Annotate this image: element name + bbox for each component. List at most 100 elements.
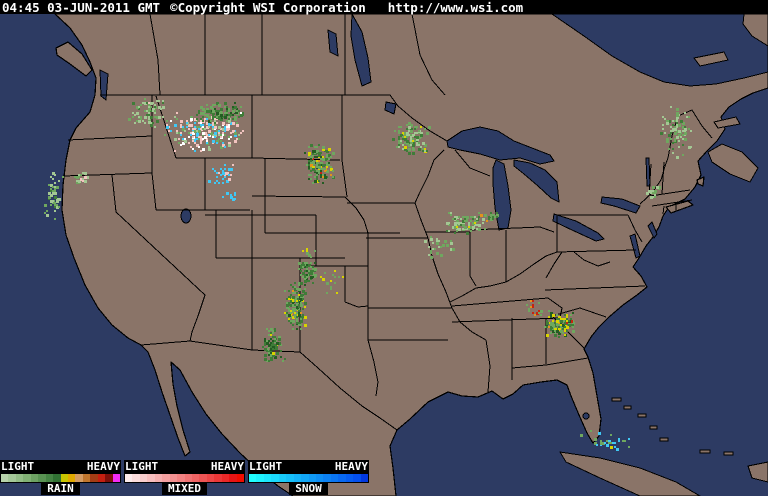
great-salt-lake — [180, 208, 192, 224]
radar-echo-florida-straits-specks — [580, 430, 630, 451]
legend-heavy-label: HEAVY — [86, 460, 120, 473]
status-bar: 04:45 03-JUN-2011 GMT ©Copyright WSI Cor… — [0, 0, 768, 15]
lake-erie — [552, 213, 605, 242]
radar-echo-lake-michigan-south-cell — [488, 212, 499, 221]
radar-echo-layer — [44, 98, 692, 451]
legend-color-cell — [162, 474, 170, 482]
radar-echo-south-montana-snow — [208, 164, 234, 184]
legend-color-cell — [15, 474, 24, 482]
legend-color-cell — [112, 474, 120, 482]
chesapeake-bay — [629, 233, 641, 259]
legend-color-cell — [360, 474, 368, 482]
legend-color-cell — [125, 474, 133, 482]
cuba — [559, 451, 701, 496]
lakes-and-bays — [99, 13, 768, 420]
radar-echo-wyoming-snow-specks — [222, 192, 236, 201]
newfoundland-corner — [742, 13, 768, 47]
radar-echo-pacific-offshore-california — [44, 172, 64, 220]
legend-scale-snow: LIGHT HEAVY SNOW — [248, 460, 369, 495]
legend-color-cell — [338, 474, 346, 482]
legend-color-cell — [263, 474, 272, 482]
lake-manitoba — [327, 29, 339, 57]
bahama-island — [637, 413, 647, 418]
bahama-island — [623, 405, 632, 410]
political-borders — [62, 13, 713, 431]
lake-huron — [513, 159, 560, 203]
legend-light-label: LIGHT — [125, 460, 159, 473]
islands — [559, 13, 768, 496]
legend-color-cell — [236, 474, 244, 482]
radar-echo-washington-cascades — [128, 98, 168, 128]
legend-color-cell — [1, 474, 9, 482]
radar-echo-kansas-oklahoma-specks — [314, 268, 344, 294]
legend-color-cell — [60, 474, 68, 482]
radar-echo-colorado-specks — [302, 248, 316, 258]
canada-province-borders — [149, 13, 446, 96]
legend-color-cell — [214, 474, 222, 482]
lake-winnipeg — [350, 13, 372, 87]
nova-scotia — [707, 143, 759, 183]
delaware-bay — [647, 221, 658, 239]
legend-color-cell — [8, 474, 16, 482]
bahama-island — [659, 437, 669, 442]
legend-color-cell — [191, 474, 200, 482]
radar-echo-georgia-carolina-storm — [544, 310, 575, 338]
legend-color-cell — [169, 474, 178, 482]
website-url-label: http://www.wsi.com — [387, 0, 524, 15]
timestamp-label: 04:45 03-JUN-2011 GMT — [2, 0, 161, 15]
legend-color-cell — [75, 474, 83, 482]
us-mexico-border — [140, 340, 398, 431]
puget-sound — [99, 69, 109, 101]
legend-color-cell — [249, 474, 257, 482]
legend-color-cell — [315, 474, 324, 482]
caribbean-island — [723, 451, 734, 456]
legend-color-cell — [82, 474, 91, 482]
legend-color-cell — [353, 474, 361, 482]
legend-color-cell — [256, 474, 264, 482]
caribbean-island — [699, 449, 711, 454]
legend-color-cell — [229, 474, 237, 482]
legend-color-cell — [139, 474, 148, 482]
state-borders-central — [251, 95, 555, 397]
anticosti-island — [693, 51, 729, 67]
legend-color-bar-rain — [0, 473, 121, 483]
legend-color-cell — [53, 474, 61, 482]
legend-scale-name: MIXED — [161, 483, 208, 495]
radar-echo-illinois-indiana-rain — [446, 212, 488, 235]
radar-echo-carolina-inland-specks — [526, 300, 543, 316]
legend-light-label: LIGHT — [249, 460, 283, 473]
radar-echo-minnesota-rain — [392, 122, 431, 155]
legend-heavy-label: HEAVY — [334, 460, 368, 473]
legend-scale-mixed: LIGHT HEAVY MIXED — [124, 460, 245, 495]
legend-color-cell — [345, 474, 354, 482]
legend-color-bar-mixed — [124, 473, 245, 483]
legend-color-cell — [90, 474, 98, 482]
lake-okeechobee — [582, 412, 590, 420]
legend-scale-name: SNOW — [289, 483, 328, 495]
radar-echo-texas-line-core — [284, 282, 307, 330]
legend-color-cell — [67, 474, 76, 482]
bahama-island — [649, 425, 658, 430]
legend-color-cell — [323, 474, 331, 482]
legend-color-cell — [97, 474, 106, 482]
legend-color-cell — [286, 474, 294, 482]
radar-echo-texas-line-south — [262, 328, 286, 362]
long-island — [665, 200, 694, 214]
legend-scale-rain: LIGHT HEAVY RAIN — [0, 460, 121, 495]
legend-color-cell — [278, 474, 287, 482]
legend-color-cell — [105, 474, 113, 482]
legend-color-cell — [38, 474, 46, 482]
legend-color-cell — [199, 474, 207, 482]
hispaniola-edge — [747, 461, 768, 483]
legend-color-cell — [147, 474, 155, 482]
legend-color-cell — [184, 474, 192, 482]
lake-superior — [446, 126, 555, 165]
cape-cod — [696, 176, 705, 187]
legend-color-cell — [23, 474, 31, 482]
land-mass — [54, 13, 768, 496]
legend-color-cell — [293, 474, 302, 482]
radar-echo-california-oregon-border — [74, 172, 89, 184]
prince-edward-island — [713, 116, 741, 129]
